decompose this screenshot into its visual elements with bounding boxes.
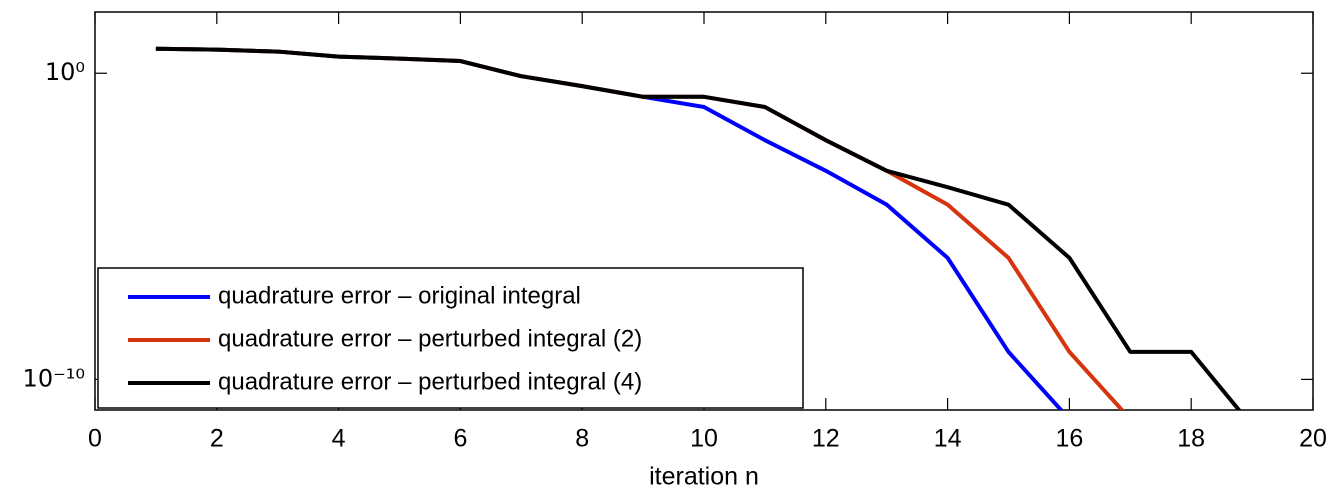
lines — [155, 46, 1242, 410]
legend-label: quadrature error – perturbed integral (4… — [218, 368, 642, 395]
x-tick-label: 12 — [812, 425, 840, 453]
legend-label: quadrature error – perturbed integral (2… — [218, 325, 642, 352]
x-tick-label: 0 — [88, 425, 102, 453]
x-tick-label: 14 — [934, 425, 962, 453]
x-tick-label: 16 — [1055, 425, 1083, 453]
x-tick-label: 18 — [1177, 425, 1205, 453]
x-tick-label: 8 — [575, 425, 589, 453]
x-tick-label: 10 — [690, 425, 718, 453]
y-tick-label: 10⁻¹⁰ — [23, 364, 85, 392]
y-tick-label: 10⁰ — [45, 58, 85, 86]
legend-label: quadrature error – original integral — [218, 282, 581, 309]
x-tick-label: 2 — [210, 425, 224, 453]
x-tick-label: 20 — [1299, 425, 1327, 453]
x-tick-label: 4 — [332, 425, 346, 453]
x-axis-label: iteration n — [649, 463, 759, 491]
legend-box — [97, 267, 804, 409]
x-tick-label: 6 — [453, 425, 467, 453]
series-line — [155, 46, 1242, 410]
